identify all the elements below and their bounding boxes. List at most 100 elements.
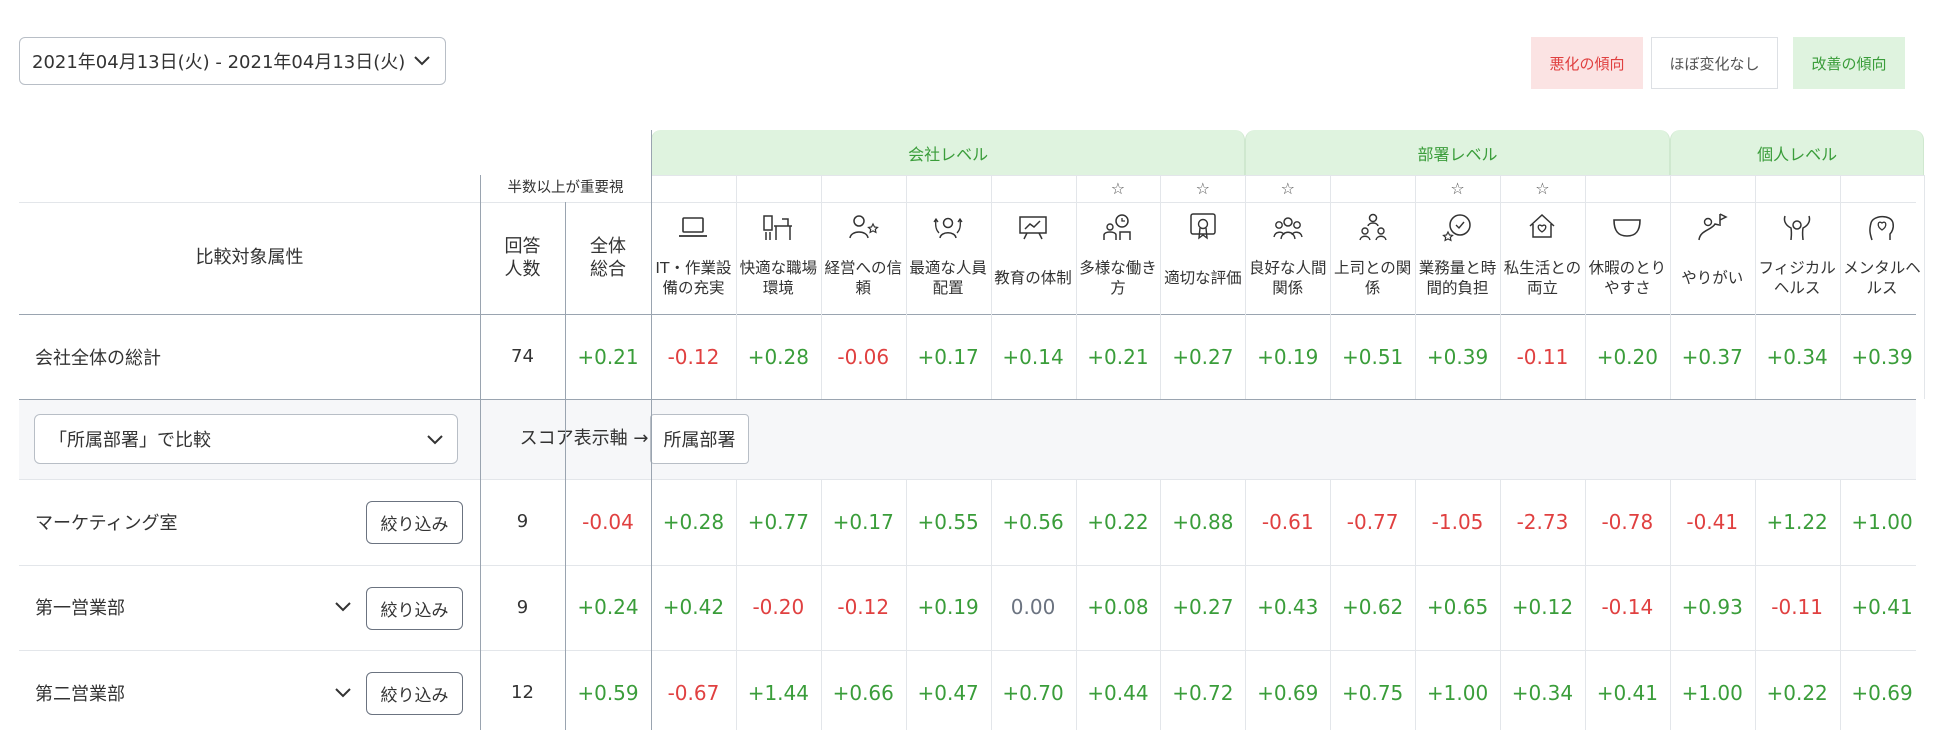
filter-button[interactable]: 絞り込み [366,672,463,715]
score-cell: +0.12 [1511,595,1574,620]
score-cell: -0.67 [667,680,720,705]
whiteboard-icon [991,206,1076,248]
column-label: 最適な人員配置 [909,258,987,297]
grid-line [1669,175,1671,399]
legend-flat: ほぼ変化なし [1651,37,1778,89]
score-cell: -0.11 [1771,595,1823,620]
score-cell: +0.39 [1426,344,1489,369]
score-cell: -0.41 [1686,509,1739,534]
score-cell: -0.11 [1516,344,1569,369]
score-cell: +0.93 [1681,595,1743,620]
score-table: 会社レベル 部署レベル 個人レベル 半数以上が重要視 比較対象属性 回答人数 全体総合 IT・… [19,130,1925,730]
grid-line [1415,479,1417,730]
grid-line [19,564,1916,566]
certificate-icon [1160,206,1245,248]
score-cell: +0.88 [1172,509,1234,534]
score-cell: +0.08 [1087,595,1149,620]
group-header: 会社レベル [651,130,1246,175]
score-cell: +0.19 [1257,344,1319,369]
group-header: 個人レベル [1669,130,1925,175]
important-note-label: 半数以上が重要視 [507,180,624,197]
grid-line [651,130,652,730]
grid-line [1839,175,1841,399]
group-icon [1245,206,1330,248]
score-axis-button[interactable]: 所属部署 [650,414,749,464]
score-cell: +0.66 [832,680,894,705]
score-cell: -0.78 [1601,509,1654,534]
score-cell: -0.61 [1261,509,1314,534]
score-cell: +1.00 [1681,680,1743,705]
important-star-icon: ☆ [1535,179,1550,198]
group-header: 部署レベル [1245,130,1670,175]
expand-chevron-icon[interactable] [331,650,355,736]
column-label: 私生活との両立 [1503,258,1582,297]
score-cell: +0.22 [1087,509,1149,534]
important-star-icon: ☆ [1195,179,1210,198]
column-label: やりがい [1681,268,1744,287]
score-cell: 0.00 [1010,595,1056,620]
department-row-label: 第一営業部 [35,598,125,620]
score-cell: +0.65 [1426,595,1489,620]
column-label: 休暇のとりやすさ [1588,258,1667,297]
grid-line [990,175,992,399]
column-label: IT・作業設備の充実 [655,258,732,297]
date-range-select[interactable]: 2021年04月13日(火) - 2021年04月13日(火) [19,37,446,85]
expand-chevron-icon[interactable] [331,565,355,651]
score-cell: +0.44 [1087,680,1149,705]
score-cell: +0.75 [1341,680,1404,705]
grid-line [1245,479,1247,730]
score-cell: -0.77 [1346,509,1399,534]
grid-line [1754,479,1756,730]
important-star-icon: ☆ [1280,179,1295,198]
score-cell: +0.28 [662,509,725,534]
heart-head-icon [1840,206,1925,248]
score-cell: +0.17 [832,509,894,534]
cup-icon [1585,206,1670,248]
score-cell: +0.69 [1851,680,1913,705]
respondent-count: 74 [511,346,534,367]
grid-line [990,479,992,730]
score-cell: +0.27 [1172,344,1234,369]
compare-select-value: 「所属部署」で比較 [49,430,211,451]
overall-score: +0.59 [577,680,639,705]
score-cell: +0.69 [1257,680,1319,705]
grid-line [1584,175,1586,399]
filter-button[interactable]: 絞り込み [366,586,463,630]
hierarchy-icon [1330,206,1415,248]
column-label: メンタルヘルス [1843,258,1921,297]
respondent-count: 12 [511,682,534,704]
score-cell: +0.34 [1766,344,1828,369]
department-row-label: 第二営業部 [35,683,125,705]
score-cell: +0.41 [1851,595,1913,620]
score-cell: +0.77 [747,509,809,534]
score-cell: +0.72 [1172,680,1234,705]
score-cell: +0.22 [1766,680,1828,705]
grid-line [1245,175,1247,399]
column-label: 適切な評価 [1164,268,1242,287]
grid-line [1330,175,1332,399]
overall-score: +0.21 [577,344,639,369]
respondent-count: 9 [516,511,529,533]
score-cell: +0.28 [747,344,809,369]
score-cell: +1.00 [1426,680,1489,705]
compare-attribute-select[interactable]: 「所属部署」で比較 [34,414,458,464]
overall-column-header: 全体総合 [590,235,626,280]
score-cell: -2.73 [1516,509,1569,534]
important-star-icon: ☆ [1450,179,1465,198]
score-cell: +0.42 [662,595,725,620]
department-row-label: マーケティング室 [35,512,178,534]
filter-button[interactable]: 絞り込み [366,501,463,544]
date-range-value: 2021年04月13日(火) - 2021年04月13日(火) [32,52,406,73]
score-cell: +0.14 [1002,344,1064,369]
respondents-column-header: 回答人数 [504,235,541,280]
score-cell: -0.12 [667,344,720,369]
grid-line [1160,479,1162,730]
column-label: 経営への信頼 [824,258,902,297]
legend-better: 改善の傾向 [1793,37,1905,89]
score-cell: +0.37 [1681,344,1743,369]
grid-line [735,175,737,399]
column-label: 快適な職場環境 [739,258,818,297]
grid-line [1754,175,1756,399]
grid-line [19,479,1916,480]
grid-line [1330,479,1332,730]
